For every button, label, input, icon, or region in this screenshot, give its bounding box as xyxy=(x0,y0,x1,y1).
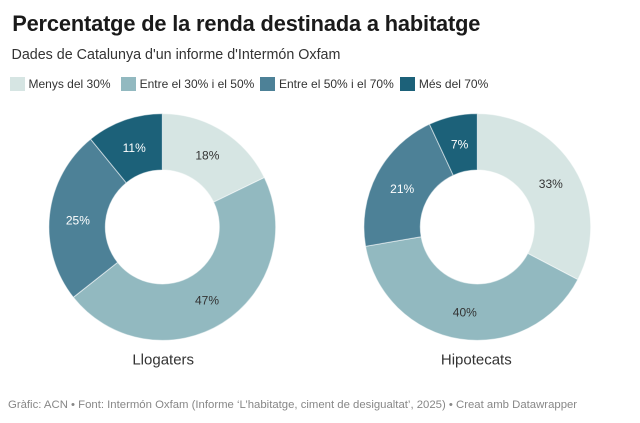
svg-text:25%: 25% xyxy=(66,214,90,228)
svg-text:21%: 21% xyxy=(390,182,414,196)
svg-text:40%: 40% xyxy=(453,306,477,320)
svg-text:18%: 18% xyxy=(195,149,219,163)
svg-text:47%: 47% xyxy=(195,294,219,308)
svg-text:Llogaters: Llogaters xyxy=(132,351,194,368)
svg-text:33%: 33% xyxy=(539,177,563,191)
svg-text:7%: 7% xyxy=(451,138,469,152)
svg-text:Hipotecats: Hipotecats xyxy=(441,351,512,368)
svg-text:11%: 11% xyxy=(123,141,146,155)
